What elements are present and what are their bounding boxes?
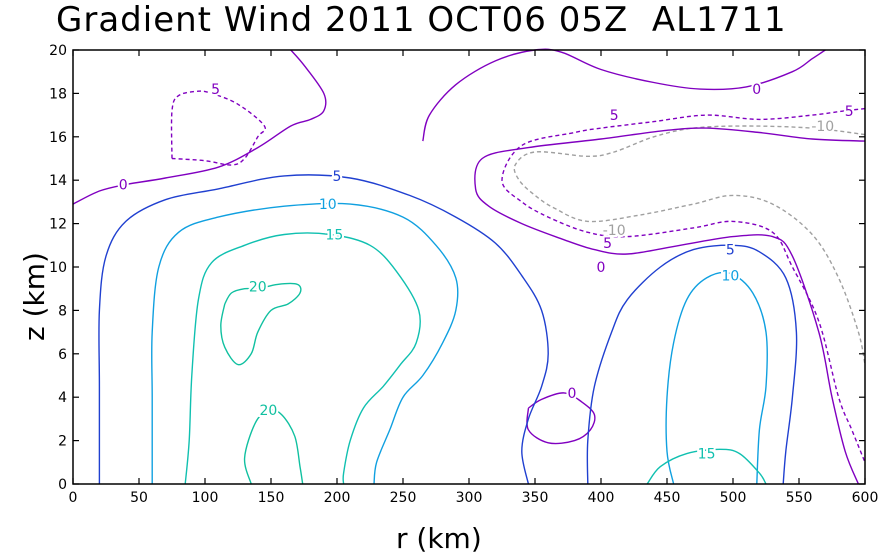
contour-line-level-20-1 [243,408,304,485]
x-tick-label: 600 [852,490,879,506]
contour-label-0-0: 0 [119,178,128,194]
y-tick-label: 14 [49,173,67,189]
contour-label-10-1: 10 [721,269,739,285]
contour-label--10-1: -10 [603,223,626,239]
contour-label-15-0: 15 [325,227,343,243]
x-tick-label: 200 [324,490,351,506]
contour-label-20-1: 20 [259,403,277,419]
contour-label--5-1: 5 [845,104,854,120]
y-tick-label: 0 [58,477,67,493]
contour-label--10-0: -10 [811,119,834,135]
contour-line-level-0-0 [72,49,327,205]
x-tick-label: 50 [130,490,148,506]
contour-label-15-1: 15 [698,447,716,463]
x-tick-label: 500 [720,490,747,506]
y-tick-label: 10 [49,260,67,276]
contour-label-20-0: 20 [249,280,267,296]
contour-label--5-2: 5 [211,82,220,98]
contour-line-level--5-0 [501,107,866,463]
contour-line-level-20-0 [220,282,302,366]
y-tick-label: 6 [58,347,67,363]
x-tick-label: 0 [69,490,78,506]
contour-label-5-1: 5 [726,243,735,259]
y-axis-label: z (km) [17,252,51,341]
x-tick-label: 250 [390,490,417,506]
contour-line-level-5-0 [98,174,549,485]
contour-line-level-0-2 [474,127,866,485]
contour-line-level-10-1 [665,271,768,485]
contour-line-level-15-1 [646,448,767,485]
y-tick-label: 4 [58,390,67,406]
contour-label-0-1: 0 [752,82,761,98]
contour-line-level-0-1 [422,48,826,142]
x-tick-label: 100 [192,490,219,506]
x-tick-label: 400 [588,490,615,506]
y-tick-label: 12 [49,217,67,233]
y-axis-ticks: 0 2 4 6 8 10 12 14 16 18 20 [49,43,865,493]
contour-line-level-15-0 [184,232,421,485]
x-tick-label: 300 [456,490,483,506]
x-tick-label: 350 [522,490,549,506]
chart-title: Gradient Wind 2011 OCT06 05Z AL1711 [56,0,787,40]
contour-label-5-0: 5 [333,169,342,185]
x-axis-ticks: 0 50 100 150 200 250 300 350 400 450 500 550 600 [69,50,879,506]
contour-label-0-2: 0 [597,260,606,276]
plot-frame [72,49,866,485]
contour-line-level-5-1 [586,244,798,485]
contour-line-level-10-0 [151,202,459,485]
y-tick-label: 16 [49,130,67,146]
contour-label--5-3: 5 [603,236,612,252]
y-tick-label: 2 [58,434,67,450]
contour-line-level--5-1 [170,90,266,166]
y-tick-label: 8 [58,303,67,319]
contour-line-level--10-0 [513,125,866,365]
x-tick-label: 450 [654,490,681,506]
contour-lines [72,48,866,485]
contour-line-level-0-3 [526,392,596,445]
contour-label--5-0: 5 [610,108,619,124]
contour-label-10-0: 10 [319,197,337,213]
y-tick-label: 20 [49,43,67,59]
x-tick-label: 150 [258,490,285,506]
y-tick-label: 18 [49,86,67,102]
x-tick-label: 550 [786,490,813,506]
x-axis-label: r (km) [396,522,482,555]
contour-label-0-3: 0 [567,386,576,402]
